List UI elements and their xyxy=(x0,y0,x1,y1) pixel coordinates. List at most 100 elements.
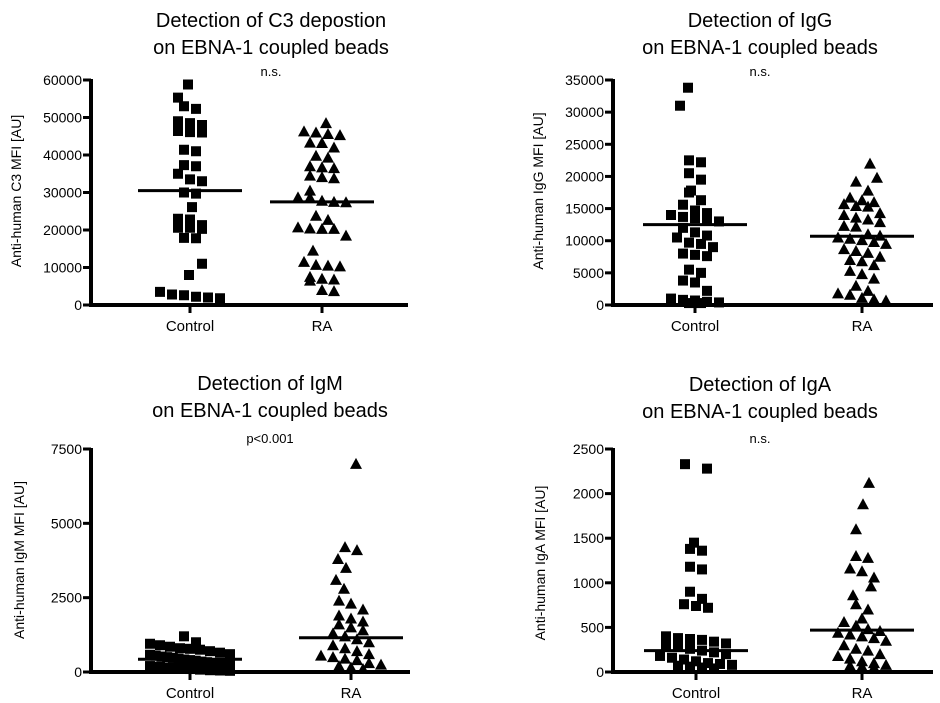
data-point-triangle xyxy=(328,285,340,297)
y-tick-label: 7500 xyxy=(51,441,82,457)
data-point-triangle xyxy=(871,171,883,183)
data-point-triangle xyxy=(862,551,874,563)
data-point-triangle xyxy=(838,198,850,210)
data-point-square xyxy=(672,232,682,243)
data-point-triangle xyxy=(322,213,334,225)
x-category-label: RA xyxy=(312,318,333,335)
data-point-square xyxy=(702,285,712,296)
data-point-triangle xyxy=(844,628,856,640)
data-point-square xyxy=(697,593,707,604)
data-point-triangle xyxy=(304,191,316,203)
data-point-square xyxy=(173,213,183,224)
data-point-square xyxy=(721,638,731,649)
data-point-triangle xyxy=(327,627,339,639)
data-point-triangle xyxy=(868,293,880,305)
axes: 0 5000 10000 15000 20000 25000 30000 35000 Contr… xyxy=(565,72,933,335)
y-axis-label: Anti-human IgG MFI [AU] xyxy=(530,112,546,269)
data-point-square xyxy=(697,564,707,575)
significance-label: n.s. xyxy=(750,431,771,446)
data-point-square xyxy=(690,213,700,224)
data-point-square xyxy=(185,118,195,129)
data-point-square xyxy=(173,168,183,179)
y-tick-label: 50000 xyxy=(43,110,82,126)
data-point-triangle xyxy=(316,137,328,148)
data-point-square xyxy=(673,660,683,671)
data-point-square xyxy=(696,157,706,168)
data-point-square xyxy=(185,127,195,138)
data-point-square xyxy=(185,174,195,185)
data-point-triangle xyxy=(865,580,877,592)
data-point-square xyxy=(175,663,185,674)
data-point-square xyxy=(179,101,189,112)
data-point-square xyxy=(685,543,695,554)
data-point-triangle xyxy=(339,642,351,654)
data-point-square xyxy=(702,463,712,474)
data-point-triangle xyxy=(339,541,351,553)
data-point-square xyxy=(156,651,167,662)
y-tick-label: 0 xyxy=(596,664,604,680)
data-point-square xyxy=(187,202,197,213)
y-tick-label: 1000 xyxy=(573,575,604,591)
y-tick-label: 5000 xyxy=(51,515,82,531)
data-point-triangle xyxy=(345,612,357,624)
axes: 0 500 1000 1500 2000 2500 Control RA xyxy=(573,441,933,702)
y-tick-label: 20000 xyxy=(565,168,604,184)
data-point-square xyxy=(696,195,706,206)
data-point-triangle xyxy=(856,194,868,206)
data-point-triangle xyxy=(856,255,868,267)
data-point-triangle xyxy=(857,498,869,510)
data-point-square xyxy=(213,658,224,669)
data-point-square xyxy=(145,661,155,672)
data-point-triangle xyxy=(862,644,874,656)
data-point-triangle xyxy=(292,191,304,203)
data-point-square xyxy=(197,258,207,269)
data-point-square xyxy=(185,222,195,233)
data-point-square xyxy=(689,537,699,548)
data-point-square xyxy=(702,296,712,307)
data-point-square xyxy=(167,289,177,300)
data-point-square xyxy=(145,649,155,660)
data-point-triangle xyxy=(850,245,862,256)
data-point-triangle xyxy=(351,645,363,657)
y-axis-label: Anti-human C3 MFI [AU] xyxy=(8,115,24,268)
data-point-square xyxy=(714,216,724,227)
data-point-triangle xyxy=(832,287,844,299)
data-point-triangle xyxy=(838,209,850,220)
data-point-square xyxy=(661,631,671,642)
data-point-triangle xyxy=(850,523,862,535)
data-point-square xyxy=(179,232,189,243)
y-tick-label: 0 xyxy=(74,664,82,680)
data-point-triangle xyxy=(330,573,342,585)
data-point-square xyxy=(678,248,688,259)
x-category-label: Control xyxy=(166,318,214,335)
x-category-label: RA xyxy=(852,318,873,335)
y-tick-label: 2500 xyxy=(51,590,82,606)
data-point-triangle xyxy=(345,661,357,673)
x-category-label: RA xyxy=(341,685,362,702)
data-point-triangle xyxy=(856,612,868,624)
y-tick-label: 15000 xyxy=(565,201,604,217)
data-point-square xyxy=(690,295,700,306)
x-category-label: RA xyxy=(852,685,873,702)
data-point-triangle xyxy=(874,216,886,228)
data-point-triangle xyxy=(316,171,328,183)
data-point-triangle xyxy=(850,550,862,562)
data-point-square xyxy=(678,275,688,286)
chart-panel-c3: Detection of C3 depostion on EBNA-1 coup… xyxy=(8,10,408,335)
data-point-triangle xyxy=(298,255,310,267)
data-point-triangle xyxy=(328,162,340,174)
data-point-triangle xyxy=(844,562,856,574)
data-point-triangle xyxy=(850,642,862,654)
data-point-triangle xyxy=(298,125,310,137)
chart-title-line-1: Detection of C3 depostion xyxy=(156,10,386,32)
y-tick-label: 500 xyxy=(581,619,605,635)
data-point-square xyxy=(709,636,719,647)
data-point-triangle xyxy=(345,621,357,633)
data-point-triangle xyxy=(862,246,874,258)
data-point-square xyxy=(727,659,737,670)
data-point-square xyxy=(185,643,195,654)
data-point-square xyxy=(162,652,173,663)
data-point-square xyxy=(675,100,685,111)
data-point-triangle xyxy=(310,258,322,270)
data-point-triangle xyxy=(850,211,862,223)
